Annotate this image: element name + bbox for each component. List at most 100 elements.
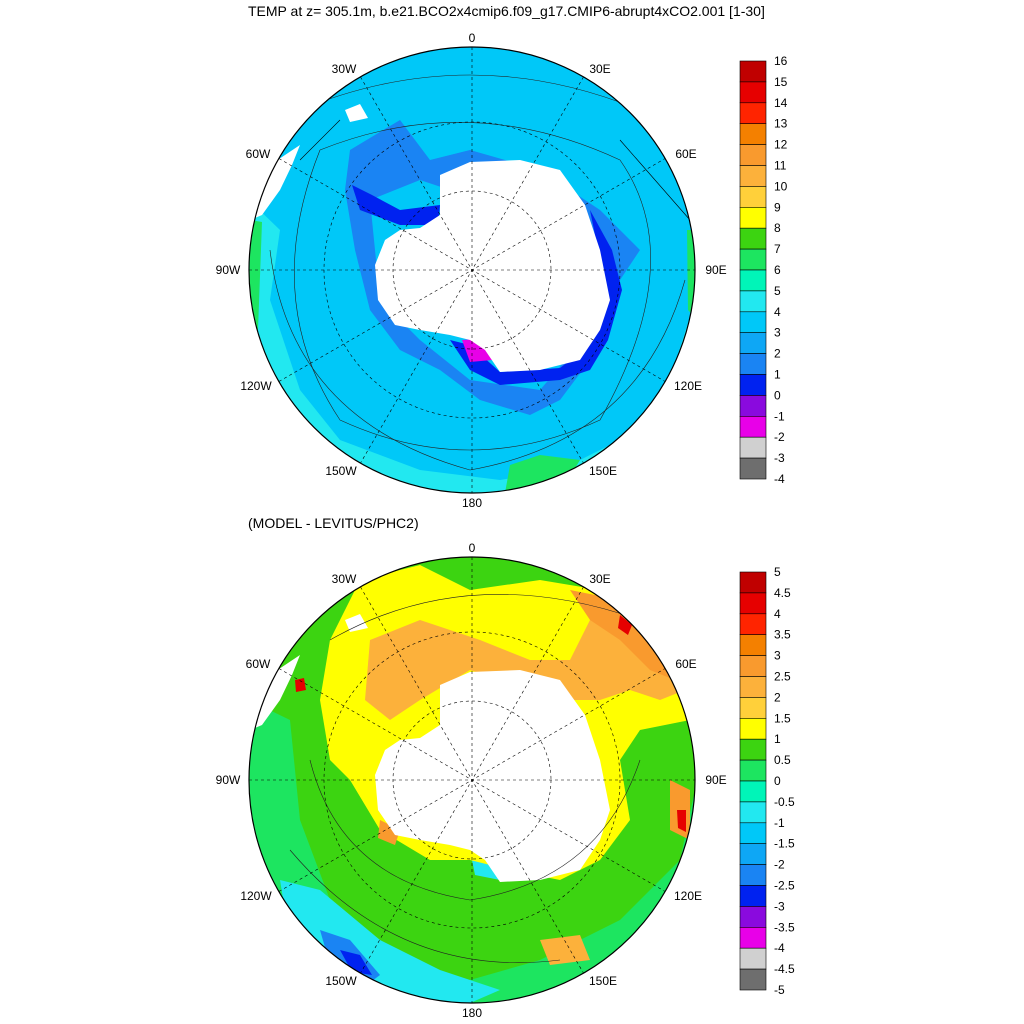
bottom-colorbar-box: [739, 780, 767, 803]
bottom-colorbar-label: 3: [774, 649, 781, 663]
bottom-colorbar: 5 4.5 4 3.5 3 2.5 2 1.5 1 0.5 0 -0.5 -1 -1.5 -2 -2.5 -3 -…: [739, 565, 795, 997]
top-cold-shelf: [352, 185, 622, 385]
top-colorbar-box: [739, 353, 767, 375]
bottom-colorbar-label: -1.5: [774, 837, 795, 851]
bottom-orange-patch: [365, 600, 685, 965]
bottom-colorbar-label: -3.5: [774, 920, 795, 934]
bottom-colorbar-box: [739, 738, 767, 761]
bottom-dark-blue-spot: [340, 950, 372, 975]
top-lon-120w-label: 120W: [240, 379, 272, 393]
top-map-border: [248, 46, 696, 494]
bottom-colorbar-label: -1: [774, 816, 785, 830]
bottom-map-border: [248, 556, 696, 1004]
bottom-colorbar-label: 2: [774, 690, 781, 704]
bottom-colorbar-label: -5: [774, 983, 785, 997]
top-south-america: [250, 145, 300, 220]
top-longitude-labels: 0 30E 60E 90E 120E 150E 180 150W 120W 90…: [216, 31, 727, 510]
top-colorbar-label: 8: [774, 221, 781, 235]
top-colorbar-label: 10: [774, 179, 788, 193]
top-colorbar-label: 12: [774, 138, 788, 152]
bottom-colorbar-label: 3.5: [774, 628, 791, 642]
top-colorbar-label: 6: [774, 263, 781, 277]
top-colorbar-box: [739, 332, 767, 354]
bottom-colorbar-label: 0.5: [774, 753, 791, 767]
top-colorbar-label: -1: [774, 409, 785, 423]
bottom-colorbar-label: 1: [774, 732, 781, 746]
top-lon-180-label: 180: [462, 496, 482, 510]
bottom-colorbar-box: [739, 759, 767, 782]
bottom-lon-150e-label: 150E: [589, 974, 617, 988]
top-colorbar-box: [739, 227, 767, 250]
bottom-colorbar-label: 2.5: [774, 670, 791, 684]
bottom-colorbar-box: [739, 634, 767, 656]
top-colorbar-label: 3: [774, 326, 781, 340]
bottom-colorbar-box: [739, 717, 767, 740]
bottom-colorbar-label: -0.5: [774, 795, 795, 809]
bottom-colorbar-box: [739, 592, 767, 615]
top-colorbar-box: [739, 311, 767, 333]
top-antarctica: [375, 160, 610, 372]
bottom-colorbar-label: 1.5: [774, 711, 791, 725]
bottom-colorbar-label: 0: [774, 774, 781, 788]
top-colorbar-label: 5: [774, 284, 781, 298]
top-colorbar-label: 0: [774, 388, 781, 402]
bottom-south-america: [250, 655, 300, 730]
bottom-lon-90w-label: 90W: [216, 773, 241, 787]
top-lon-0-label: 0: [469, 31, 476, 45]
top-lon-150e-label: 150E: [589, 464, 617, 478]
top-graticule: [249, 47, 695, 493]
top-polar-map: 0 30E 60E 90E 120E 150E 180 150W 120W 90…: [216, 31, 727, 510]
top-colorbar-box: [739, 81, 767, 104]
bottom-lon-120w-label: 120W: [240, 889, 272, 903]
bottom-colorbar-box: [739, 843, 767, 865]
bottom-lon-150w-label: 150W: [325, 974, 357, 988]
bottom-lon-60w-label: 60W: [246, 657, 271, 671]
top-colorbar-label: 16: [774, 54, 788, 68]
bottom-lon-30w-label: 30W: [332, 572, 357, 586]
top-colorbar-label: -4: [774, 472, 785, 486]
bottom-colorbar-box: [739, 926, 767, 949]
bottom-longitude-labels: 0 30E 60E 90E 120E 150E 180 150W 120W 90…: [216, 541, 727, 1020]
bottom-colorbar-label: 4: [774, 607, 781, 621]
bottom-colorbar-box: [739, 864, 767, 886]
top-colorbar-box: [739, 186, 767, 208]
bottom-colorbar-box: [739, 613, 767, 635]
top-lon-90e-label: 90E: [705, 263, 726, 277]
top-colorbar-label: -3: [774, 451, 785, 465]
bottom-polar-map: 0 30E 60E 90E 120E 150E 180 150W 120W 90…: [216, 541, 727, 1020]
bottom-colorbar-box: [739, 697, 767, 719]
bottom-colorbar-label: 4.5: [774, 586, 791, 600]
bottom-colorbar-box: [739, 655, 767, 677]
top-lon-60w-label: 60W: [246, 147, 271, 161]
bottom-colorbar-box: [739, 571, 767, 594]
top-colorbar-box: [739, 415, 767, 438]
bottom-colorbar-box: [739, 801, 767, 824]
top-africa-tip: [345, 104, 368, 122]
bottom-africa-tip: [345, 614, 368, 632]
top-colorbar-label: 14: [774, 96, 788, 110]
top-colorbar-label: 13: [774, 117, 788, 131]
bottom-lon-120e-label: 120E: [674, 889, 702, 903]
top-colorbar-box: [739, 290, 767, 313]
top-colorbar-box: [739, 165, 767, 187]
bottom-graticule: [249, 557, 695, 1003]
top-colorbar-box: [739, 123, 767, 145]
top-lon-120e-label: 120E: [674, 379, 702, 393]
top-lon-60e-label: 60E: [675, 147, 696, 161]
bottom-colorbar-label: -4: [774, 941, 785, 955]
top-colorbar-box: [739, 207, 767, 229]
bottom-colorbar-box: [739, 968, 767, 991]
top-colorbar-label: 7: [774, 242, 781, 256]
top-colorbar-box: [739, 374, 767, 396]
top-lon-30w-label: 30W: [332, 62, 357, 76]
top-colorbar-label: 2: [774, 347, 781, 361]
top-colorbar-box: [739, 395, 767, 417]
top-colorbar-label: 9: [774, 200, 781, 214]
top-colorbar-box: [739, 60, 767, 83]
bottom-colorbar-box: [739, 906, 767, 928]
bottom-colorbar-box: [739, 822, 767, 844]
top-colorbar-box: [739, 436, 767, 459]
bottom-antarctica: [375, 670, 610, 882]
